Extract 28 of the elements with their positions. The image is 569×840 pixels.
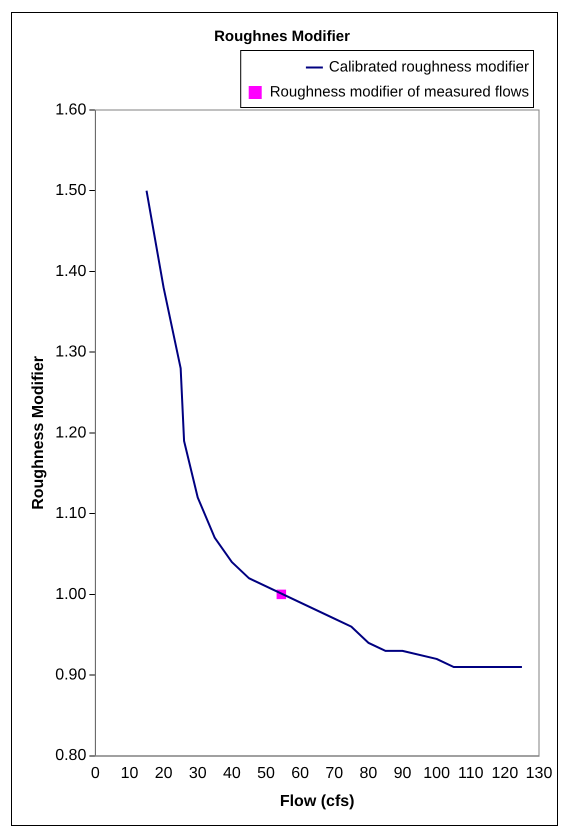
legend-label: Calibrated roughness modifier bbox=[328, 58, 530, 76]
y-tick-label: 0.80 bbox=[55, 747, 86, 764]
y-tick-label: 1.10 bbox=[55, 505, 86, 522]
chart-title: Roughnes Modifier bbox=[214, 28, 350, 46]
x-tick-label: 120 bbox=[492, 765, 518, 782]
x-tick-label: 90 bbox=[394, 765, 412, 782]
x-tick-label: 80 bbox=[359, 765, 378, 782]
x-axis-title: Flow (cfs) bbox=[280, 792, 355, 810]
y-tick-label: 1.20 bbox=[55, 424, 86, 442]
x-tick-label: 60 bbox=[291, 765, 310, 782]
y-tick-label: 0.90 bbox=[55, 666, 86, 684]
y-tick-label: 1.30 bbox=[55, 344, 86, 361]
y-axis-title: Roughness Modifier bbox=[30, 356, 48, 510]
y-tick-label: 1.00 bbox=[55, 586, 86, 603]
y-tick-label: 1.50 bbox=[55, 182, 86, 200]
x-tick-label: 30 bbox=[188, 765, 207, 782]
x-tick-label: 130 bbox=[526, 765, 552, 782]
x-tick-label: 20 bbox=[154, 765, 173, 782]
x-tick-label: 70 bbox=[325, 765, 344, 782]
legend-label: Roughness modifier of measured flows bbox=[270, 84, 530, 101]
x-tick-label: 0 bbox=[90, 765, 100, 782]
x-tick-label: 100 bbox=[423, 765, 450, 782]
x-tick-label: 110 bbox=[458, 765, 484, 782]
x-tick-label: 40 bbox=[222, 765, 241, 782]
x-tick-label: 50 bbox=[257, 765, 275, 782]
y-tick-label: 1.40 bbox=[55, 262, 86, 280]
y-tick-label: 1.60 bbox=[55, 101, 86, 118]
x-tick-label: 10 bbox=[120, 765, 138, 782]
